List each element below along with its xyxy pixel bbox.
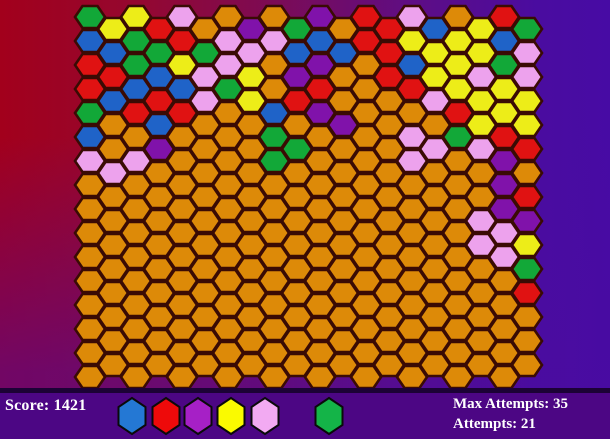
pink-hex-icon[interactable] [250, 396, 280, 436]
board-hex-c19-r6 [510, 160, 544, 186]
board-hex-c19-r5 [510, 136, 544, 162]
board-hex-c19-r1 [510, 40, 544, 66]
color-button-green[interactable] [312, 395, 346, 437]
green-hex-icon[interactable] [314, 396, 344, 436]
board-hex-c19-r10 [510, 256, 544, 282]
red-hex-icon[interactable] [151, 396, 181, 436]
hex-board [73, 4, 544, 390]
purple-hex-icon[interactable] [183, 396, 213, 436]
color-button-pink[interactable] [248, 395, 282, 437]
score-label: Score: 1421 [5, 397, 87, 414]
max-attempts-label: Max Attempts: 35 [453, 396, 568, 412]
board-hex-c19-r2 [510, 64, 544, 90]
game-background [0, 0, 610, 392]
board-hex-c19-r3 [510, 88, 544, 114]
attempts-block: Max Attempts: 35 Attempts: 21 [453, 394, 608, 434]
blue-hex-icon[interactable] [117, 396, 147, 436]
board-hex-c19-r0 [510, 16, 544, 42]
board-bar-divider [0, 388, 610, 393]
color-button-yellow[interactable] [214, 395, 248, 437]
board-hex-c19-r4 [510, 112, 544, 138]
status-bar: Score: 1421 Max Attempts: 35 Attempts: 2… [0, 393, 610, 439]
color-button-blue[interactable] [115, 395, 149, 437]
board-hex-c19-r11 [510, 280, 544, 306]
attempts-label: Attempts: 21 [453, 416, 536, 432]
color-button-red[interactable] [149, 395, 183, 437]
color-button-purple[interactable] [181, 395, 215, 437]
board-hex-c19-r12 [510, 304, 544, 330]
board-hex-c19-r14 [510, 352, 544, 378]
board-hex-c19-r7 [510, 184, 544, 210]
board-hex-c19-r8 [510, 208, 544, 234]
yellow-hex-icon[interactable] [216, 396, 246, 436]
board-hex-c19-r13 [510, 328, 544, 354]
board-hex-c19-r9 [510, 232, 544, 258]
